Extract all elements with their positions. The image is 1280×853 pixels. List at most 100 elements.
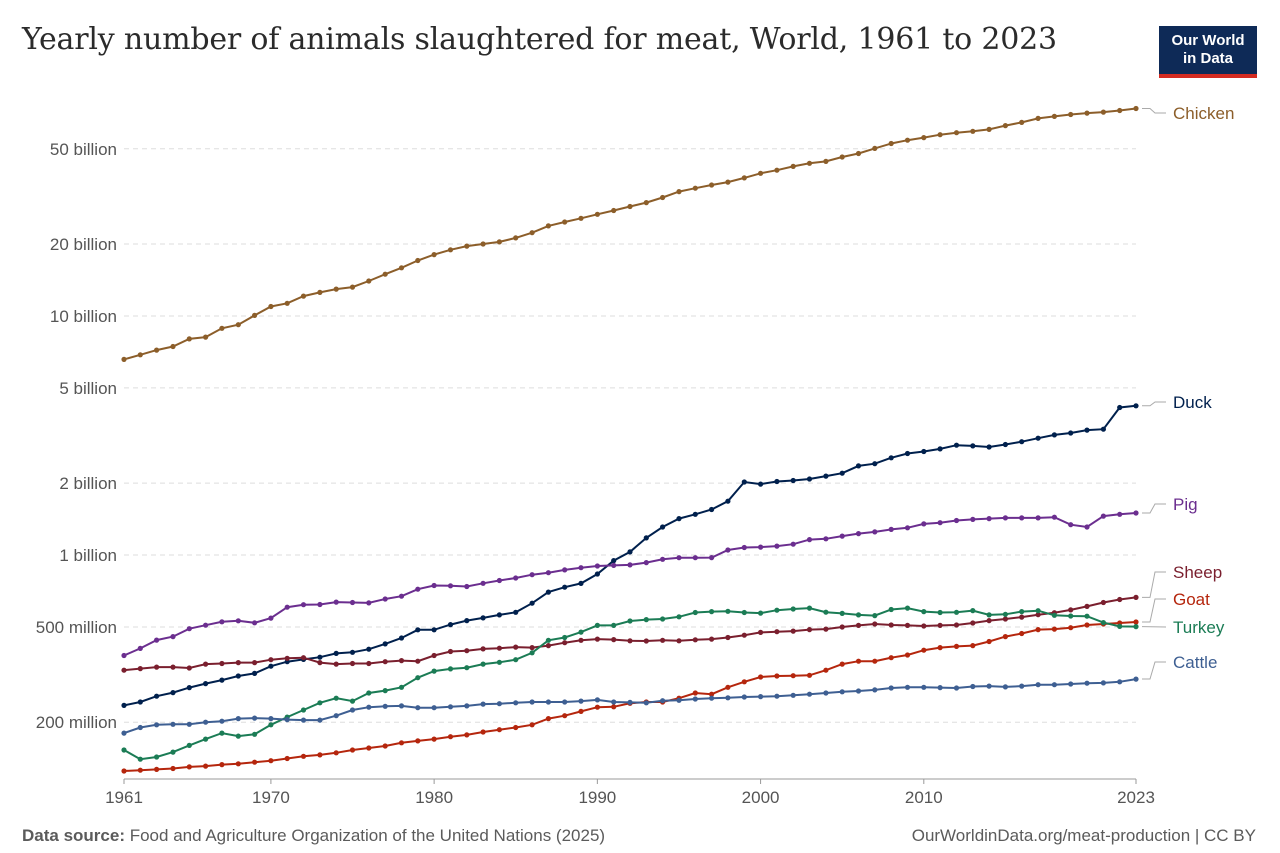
cattle-label: Cattle [1173,653,1217,672]
goat-point [692,690,698,696]
turkey-point [953,609,960,615]
goat-point [496,727,502,733]
goat-point [137,767,143,773]
goat-point [219,762,225,768]
chicken-point [986,126,992,132]
goat-point [986,638,992,645]
pig-point [1068,522,1074,528]
y-tick-label: 500 million [36,618,117,637]
sheep-point [839,624,845,630]
logo-line-1: Our World [1171,32,1245,49]
duck-point [447,622,454,628]
cattle-point [758,694,764,700]
source-url-link[interactable]: OurWorldinData.org/meat-production [911,826,1191,845]
cattle-point [447,704,454,710]
goat-point [758,674,764,680]
sheep-label: Sheep [1173,563,1222,582]
sheep-point [252,660,258,666]
pig-point [562,567,568,573]
turkey-point [121,747,127,753]
cattle-point [578,698,584,704]
sheep-point [415,658,421,664]
sheep-point [643,638,649,644]
sheep-point [904,622,911,629]
sheep-point [921,623,927,629]
turkey-point [431,668,437,674]
cattle-point [1051,682,1057,688]
pig-point [970,516,976,523]
pig-point [268,615,274,621]
sheep-point [953,622,960,628]
sheep-point [219,660,225,667]
cattle-point [252,715,258,721]
y-tick-label: 10 billion [50,307,117,326]
duck-point [562,584,568,590]
owid-logo[interactable]: Our World in Data [1159,26,1257,78]
chicken-point [382,271,388,277]
sheep-point [154,664,160,670]
goat-point [529,722,535,728]
pig-point [1100,513,1106,519]
chicken-point [300,293,307,299]
goat-point [186,764,192,770]
goat-point [970,643,976,649]
sheep-point [121,667,127,673]
turkey-point [806,605,813,611]
cattle-point [431,705,437,711]
chicken-point [268,303,274,310]
pig-point [611,562,617,569]
footer-separator: | [1194,826,1205,845]
pig-point [349,599,356,606]
chicken-point [415,257,421,264]
chicken-point [186,336,192,342]
chicken-point [1133,105,1139,112]
goat-point [1002,634,1009,640]
cattle-point [235,716,241,722]
chicken-point [1100,109,1106,115]
chicken-point [823,158,829,164]
turkey-point [888,606,894,613]
pig-point [219,619,225,625]
pig-point [496,577,502,584]
goat-point [774,673,780,679]
duck-point [643,535,649,541]
cattle-point [790,692,796,698]
sheep-point [741,632,747,638]
duck-point [937,446,943,452]
cattle-point [970,683,976,690]
goat-point [872,658,878,664]
cattle-point [382,703,388,709]
turkey-point [1068,613,1074,619]
sheep-point [611,637,617,643]
sheep-point [398,658,405,664]
cattle-point [855,688,862,694]
chicken-point [480,241,486,247]
data-source-text: Food and Agriculture Organization of the… [129,826,606,845]
cattle-point [154,722,160,728]
sheep-point [170,664,176,670]
duck-point [398,635,405,641]
duck-point [545,589,552,595]
cattle-label-leader [1142,661,1166,680]
goat-point [415,738,421,744]
chicken-point [921,135,927,141]
chicken-point [252,312,258,318]
pig-point [774,543,780,549]
duck-point [382,641,388,647]
goat-point [904,652,911,658]
turkey-point [986,612,992,618]
license-link[interactable]: CC BY [1204,826,1256,845]
cattle-point [1035,682,1041,688]
goat-point [611,704,617,710]
duck-point [953,442,960,448]
sheep-point [268,657,274,663]
pig-point [643,560,649,566]
turkey-point [627,618,633,624]
duck-point [594,571,601,577]
chicken-point [464,243,470,249]
pig-point [529,572,535,578]
cattle-point [349,707,356,713]
turkey-label: Turkey [1173,618,1225,637]
chicken-point [758,170,764,176]
turkey-point [1084,613,1090,619]
